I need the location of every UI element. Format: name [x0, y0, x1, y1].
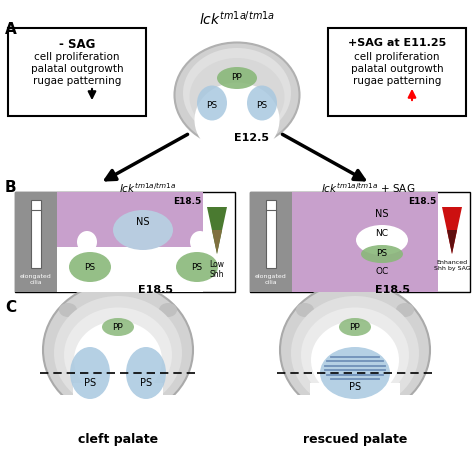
Text: E18.5: E18.5 [408, 197, 436, 206]
Text: rescued palate: rescued palate [303, 433, 407, 446]
Bar [310, 383, 400, 443]
Text: E18.5: E18.5 [375, 285, 410, 295]
Bar [15, 192, 57, 292]
Ellipse shape [291, 296, 419, 410]
Text: - SAG: - SAG [59, 38, 95, 51]
Ellipse shape [176, 252, 218, 282]
Ellipse shape [194, 83, 280, 157]
Ellipse shape [301, 307, 409, 402]
Text: rugae patterning: rugae patterning [353, 76, 441, 86]
Text: NS: NS [375, 209, 389, 219]
Ellipse shape [64, 307, 172, 402]
Text: palatal outgrowth: palatal outgrowth [351, 64, 443, 74]
Text: B: B [5, 180, 17, 195]
Text: cleft palate: cleft palate [78, 433, 158, 446]
Bar [250, 192, 292, 292]
Ellipse shape [70, 347, 110, 399]
Text: PP: PP [232, 73, 242, 83]
Text: NS: NS [136, 217, 150, 227]
Bar [292, 192, 438, 292]
Ellipse shape [320, 347, 390, 399]
Text: PS: PS [207, 101, 218, 110]
Polygon shape [212, 230, 222, 254]
Ellipse shape [217, 67, 257, 89]
Ellipse shape [197, 86, 227, 120]
Polygon shape [447, 230, 457, 254]
Bar [328, 28, 466, 116]
Text: elongated
cilia: elongated cilia [255, 274, 287, 285]
Text: $\mathit{lck}^{\mathit{tm1a/tm1a}}$: $\mathit{lck}^{\mathit{tm1a/tm1a}}$ [119, 181, 177, 195]
Ellipse shape [77, 231, 97, 253]
Text: $\mathit{lck}^{\mathit{tm1a/tm1a}}$ + SAG: $\mathit{lck}^{\mathit{tm1a/tm1a}}$ + SA… [321, 181, 415, 195]
Ellipse shape [183, 48, 291, 138]
Ellipse shape [43, 282, 193, 417]
Ellipse shape [159, 303, 177, 317]
Ellipse shape [69, 252, 111, 282]
Text: NC: NC [375, 229, 389, 238]
Ellipse shape [54, 296, 182, 410]
Text: palatal outgrowth: palatal outgrowth [31, 64, 123, 74]
Bar [40, 395, 196, 465]
Text: E12.5: E12.5 [235, 133, 270, 143]
Ellipse shape [311, 321, 399, 399]
Text: $\mathit{lck}^{\mathit{tm1a/tm1a}}$: $\mathit{lck}^{\mathit{tm1a/tm1a}}$ [199, 9, 275, 28]
Text: E18.5: E18.5 [173, 197, 201, 206]
Text: PP: PP [113, 322, 123, 331]
Ellipse shape [296, 303, 314, 317]
Text: PS: PS [256, 101, 267, 110]
Text: PP: PP [350, 322, 360, 331]
Text: PS: PS [349, 382, 361, 392]
Bar [266, 200, 276, 268]
Bar [31, 200, 41, 268]
Text: A: A [5, 22, 17, 37]
Ellipse shape [197, 86, 277, 156]
Ellipse shape [356, 225, 408, 255]
Ellipse shape [74, 321, 162, 399]
Ellipse shape [280, 282, 430, 417]
Text: Enhanced
Shh by SAG: Enhanced Shh by SAG [434, 260, 470, 271]
Text: cell proliferation: cell proliferation [34, 52, 120, 62]
Bar [15, 192, 235, 292]
Text: Low
Shh: Low Shh [210, 260, 225, 279]
Ellipse shape [247, 86, 277, 120]
Ellipse shape [113, 210, 173, 250]
Bar [250, 192, 470, 292]
Bar [57, 192, 203, 292]
Text: rugae patterning: rugae patterning [33, 76, 121, 86]
Bar [57, 247, 203, 292]
Text: PS: PS [84, 263, 96, 272]
Ellipse shape [339, 318, 371, 336]
Text: PS: PS [191, 263, 202, 272]
Text: cell proliferation: cell proliferation [354, 52, 440, 62]
Ellipse shape [361, 245, 403, 263]
Text: OC: OC [375, 267, 389, 276]
Text: E18.5: E18.5 [138, 285, 173, 295]
Text: C: C [5, 300, 16, 315]
Text: +SAG at E11.25: +SAG at E11.25 [348, 38, 446, 48]
Bar [277, 395, 433, 465]
Polygon shape [207, 207, 227, 254]
Ellipse shape [190, 231, 210, 253]
Text: elongated
cilia: elongated cilia [20, 274, 52, 285]
Bar [73, 383, 163, 443]
Ellipse shape [126, 347, 166, 399]
Ellipse shape [59, 303, 77, 317]
Bar [8, 28, 146, 116]
Text: PS: PS [376, 250, 388, 259]
Polygon shape [442, 207, 462, 254]
Text: PS: PS [84, 378, 96, 388]
Ellipse shape [102, 318, 134, 336]
Ellipse shape [396, 303, 414, 317]
Ellipse shape [190, 58, 284, 136]
Text: PS: PS [140, 378, 152, 388]
Ellipse shape [174, 42, 300, 148]
